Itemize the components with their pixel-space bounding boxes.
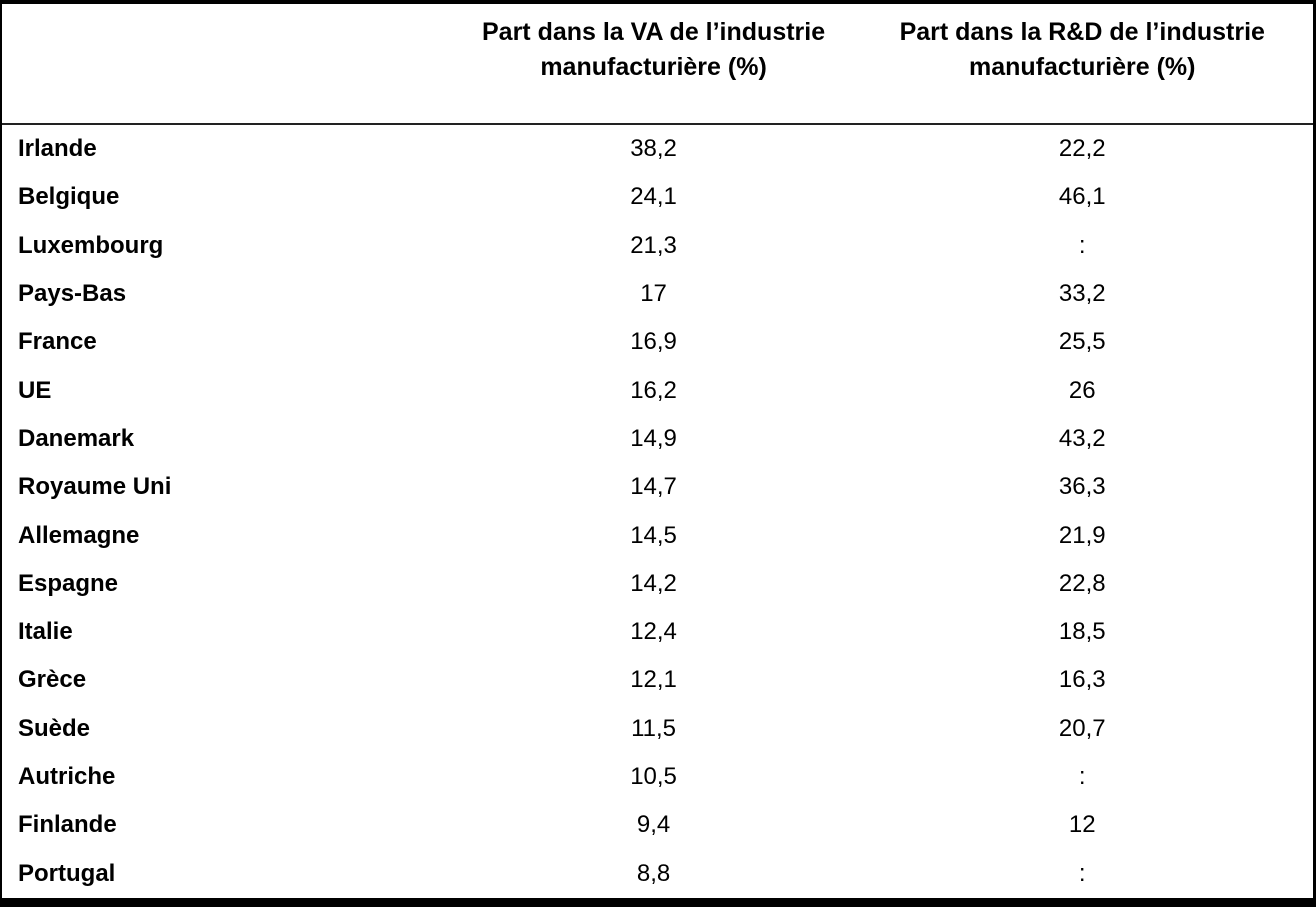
rd-value-cell: : (1078, 859, 1086, 887)
rd-value-cell: 18,5 (1058, 618, 1106, 646)
table-row: Italie 12,4 18,5 (2, 608, 1313, 656)
rd-value-cell: 21,9 (1058, 521, 1106, 549)
va-value-cell: 10,5 (630, 763, 677, 791)
rd-value-cell: : (1078, 231, 1086, 259)
header-country-empty (2, 4, 456, 125)
country-cell: UE (18, 376, 52, 404)
va-value-cell: 38,2 (630, 135, 677, 163)
rd-value-cell: 26 (1068, 376, 1096, 404)
table-row: Irlande 38,2 22,2 (2, 124, 1313, 173)
table-row: Luxembourg 21,3: (2, 222, 1313, 270)
table-header: Part dans la VA de l’industrie manufactu… (2, 4, 1313, 125)
country-cell: Suède (18, 714, 91, 742)
table-row: Grèce 12,1 16,3 (2, 656, 1313, 704)
rd-value-cell: 25,5 (1058, 328, 1106, 356)
va-value-cell: 14,9 (630, 424, 677, 452)
va-value-cell: 14,7 (630, 473, 677, 501)
rd-value-cell: 43,2 (1058, 424, 1106, 452)
va-value-cell: 16,2 (630, 376, 677, 404)
va-value-cell: 21,3 (630, 231, 677, 259)
country-cell: Grèce (18, 666, 87, 694)
country-cell: France (18, 328, 97, 356)
va-value-cell: 14,5 (630, 521, 677, 549)
country-cell: Irlande (18, 135, 97, 163)
rd-value-cell: 20,7 (1058, 714, 1106, 742)
country-cell: Danemark (18, 424, 135, 452)
rd-value-cell: 46,1 (1058, 183, 1106, 211)
va-value-cell: 9,4 (636, 811, 671, 839)
rd-value-cell: 22,2 (1058, 135, 1106, 163)
table-row: Portugal 8,8: (2, 849, 1313, 898)
table-row: Royaume Uni 14,7 36,3 (2, 463, 1313, 511)
va-value-cell: 12,1 (630, 666, 677, 694)
header-va-share: Part dans la VA de l’industrie manufactu… (455, 4, 852, 125)
country-cell: Finlande (18, 811, 117, 839)
va-value-cell: 14,2 (630, 569, 677, 597)
country-cell: Luxembourg (18, 231, 164, 259)
table-row: UE 16,2 26 (2, 367, 1313, 415)
rd-value-cell: 33,2 (1058, 280, 1106, 308)
table-row: Autriche 10,5: (2, 753, 1313, 801)
header-rd-share: Part dans la R&D de l’industrie manufact… (851, 4, 1313, 125)
va-value-cell: 17 (640, 280, 667, 308)
rd-value-cell: : (1078, 763, 1086, 791)
data-table: Part dans la VA de l’industrie manufactu… (2, 4, 1313, 898)
table-row: Danemark 14,9 43,2 (2, 415, 1313, 463)
va-value-cell: 24,1 (630, 183, 677, 211)
va-value-cell: 16,9 (630, 328, 677, 356)
rd-value-cell: 36,3 (1058, 473, 1106, 501)
va-value-cell: 12,4 (630, 618, 677, 646)
country-cell: Portugal (18, 859, 116, 887)
table-row: Espagne 14,2 22,8 (2, 560, 1313, 608)
country-cell: Autriche (18, 763, 116, 791)
rd-value-cell: 22,8 (1058, 569, 1106, 597)
table-body: Irlande 38,2 22,2 Belgique 24,1 46,1 Luxembour… (2, 124, 1313, 898)
table-row: Belgique 24,1 46,1 (2, 173, 1313, 221)
country-cell: Allemagne (18, 521, 140, 549)
table-row: Suède 11,5 20,7 (2, 705, 1313, 753)
country-cell: Royaume Uni (18, 473, 172, 501)
country-cell: Espagne (18, 569, 119, 597)
header-row: Part dans la VA de l’industrie manufactu… (2, 4, 1313, 125)
rd-value-cell: 12 (1068, 811, 1096, 839)
country-cell: Italie (18, 618, 73, 646)
rd-value-cell: 16,3 (1058, 666, 1106, 694)
table-row: Allemagne 14,5 21,9 (2, 511, 1313, 559)
table-row: France 16,9 25,5 (2, 318, 1313, 366)
country-cell: Pays-Bas (18, 280, 127, 308)
country-cell: Belgique (18, 183, 120, 211)
va-value-cell: 11,5 (631, 714, 677, 742)
table-row: Finlande 9,4 12 (2, 801, 1313, 849)
table-row: Pays-Bas 17 33,2 (2, 270, 1313, 318)
va-value-cell: 8,8 (636, 859, 671, 887)
